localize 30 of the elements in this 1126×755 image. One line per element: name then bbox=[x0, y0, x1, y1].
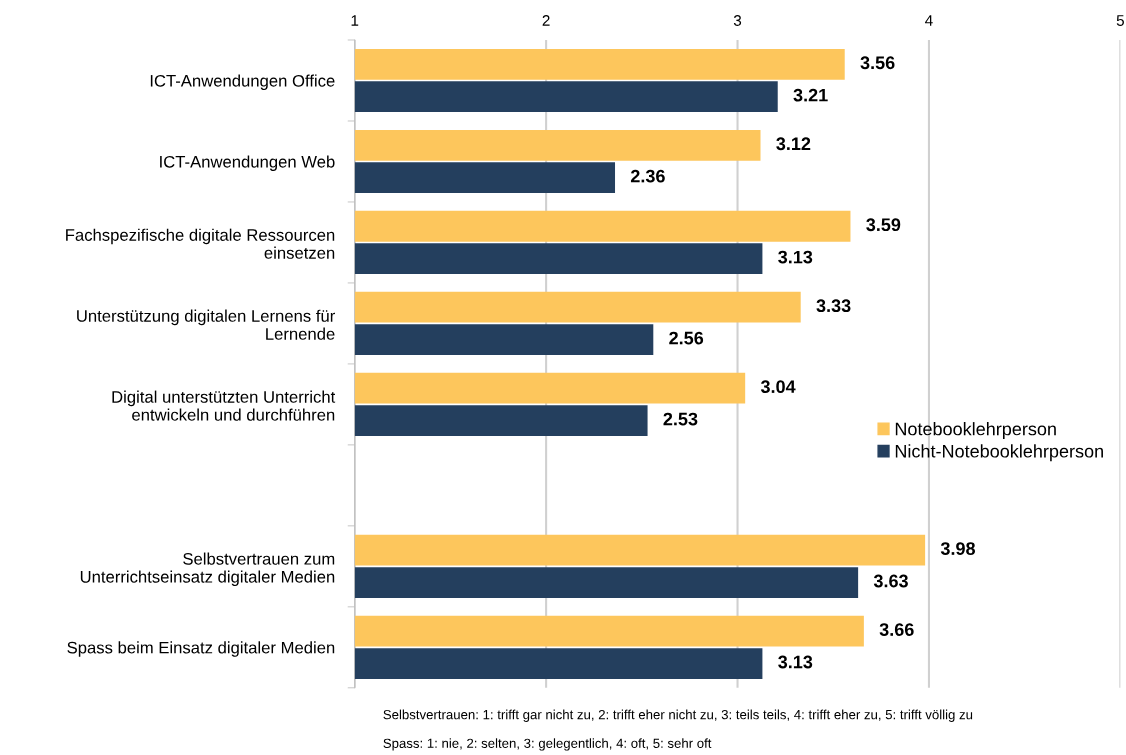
y-tick-label: Fachspezifische digitale Ressourcen einsetzen bbox=[66, 228, 335, 259]
data-label: 2.36 bbox=[630, 169, 665, 183]
data-label: 3.66 bbox=[879, 623, 914, 636]
data-label: 3.59 bbox=[866, 218, 901, 232]
data-label: 3.33 bbox=[816, 299, 851, 313]
data-label: 3.56 bbox=[860, 56, 895, 70]
y-tick-label: ICT-Anwendungen Office bbox=[150, 74, 335, 90]
x-tick-label: 2 bbox=[542, 15, 550, 26]
x-tick-label: 4 bbox=[925, 15, 933, 26]
legend-label: Nicht-Notebooklehrperson bbox=[895, 444, 1103, 462]
y-tick-label: ICT-Anwendungen Web bbox=[160, 155, 335, 171]
y-tick-label: Unterstützung digitalen Lernens für Lernende bbox=[77, 309, 335, 340]
x-tick-label: 5 bbox=[1116, 15, 1124, 26]
data-label: 3.21 bbox=[793, 88, 828, 102]
data-label: 3.98 bbox=[940, 542, 976, 556]
text: Spass: 1: nie, 2: selten, 3: gelegentlich, 4: oft, 5: sehr oft bbox=[383, 738, 712, 751]
data-label: 2.53 bbox=[663, 412, 698, 426]
y-tick-label: Selbstvertrauen zum Unterrichtseinsatz digitaler Medien bbox=[80, 552, 335, 587]
x-tick-label: 3 bbox=[733, 15, 742, 26]
data-label: 3.04 bbox=[760, 380, 796, 394]
y-tick-label: Spass beim Einsatz digitaler Medien bbox=[67, 641, 335, 657]
y-tick-label: Digital unterstützten Unterricht entwickeln und durchführen bbox=[112, 390, 336, 421]
data-label: 3.12 bbox=[776, 137, 811, 151]
data-label: 2.56 bbox=[669, 331, 704, 345]
data-label: 3.13 bbox=[778, 655, 813, 669]
legend-label: Notebooklehrperson bbox=[895, 422, 1056, 439]
data-label: 3.63 bbox=[873, 574, 908, 588]
text: Selbstvertrauen: 1: trifft gar nicht zu, 2: trifft eher nicht zu, 3: teils teils, 4: trifft eher zu, 5: trifft völlig zu bbox=[383, 709, 973, 722]
x-tick-label: 1 bbox=[351, 15, 359, 26]
data-label: 3.13 bbox=[778, 250, 813, 264]
